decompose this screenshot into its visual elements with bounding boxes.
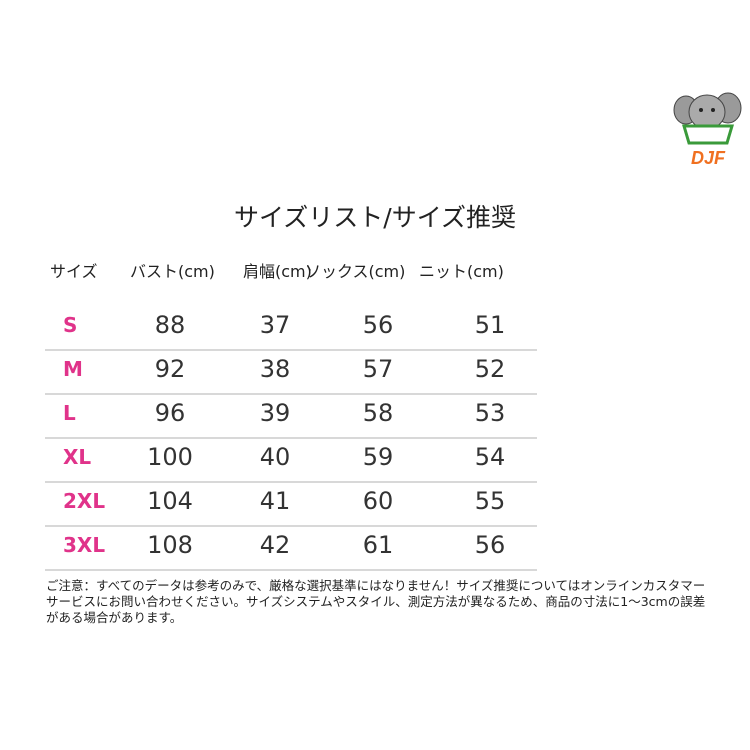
table-cell: 108 [147,531,193,559]
size-label: 2XL [63,489,106,513]
table-row: S 88 37 56 51 [45,305,537,351]
logo-text: DJF [691,148,726,168]
table-cell: 51 [474,311,506,339]
table-cell: 61 [362,531,394,559]
table-row: L 96 39 58 53 [45,393,537,439]
table-cell: 104 [147,487,193,515]
table-cell: 56 [362,311,394,339]
table-row: 3XL 108 42 61 56 [45,525,537,571]
table-cell: 59 [362,443,394,471]
table-cell: 42 [259,531,291,559]
table-cell: 38 [259,355,291,383]
table-cell: 40 [259,443,291,471]
table-cell: 57 [362,355,394,383]
page-title: サイズリスト/サイズ推奨 [234,203,516,232]
table-cell: 41 [259,487,291,515]
header-size: サイズ [50,262,98,281]
size-label: XL [63,445,92,469]
table-cell: 58 [362,399,394,427]
header-socks: ソックス(cm) [305,262,406,281]
table-row: M 92 38 57 52 [45,349,537,395]
table-cell: 53 [474,399,506,427]
table-cell: 88 [154,311,186,339]
table-cell: 92 [154,355,186,383]
djf-logo: DJF [672,88,744,168]
size-label: M [63,357,83,381]
table-row: XL 100 40 59 54 [45,437,537,483]
table-row: 2XL 104 41 60 55 [45,481,537,527]
size-label: L [63,401,76,425]
table-cell: 52 [474,355,506,383]
table-cell: 56 [474,531,506,559]
header-knit: ニット(cm) [419,262,504,281]
table-cell: 55 [474,487,506,515]
table-cell: 39 [259,399,291,427]
size-label: 3XL [63,533,106,557]
table-cell: 54 [474,443,506,471]
table-cell: 60 [362,487,394,515]
table-cell: 37 [259,311,291,339]
header-bust: バスト(cm) [130,262,215,281]
size-label: S [63,313,78,337]
header-shoulder: 肩幅(cm) [243,262,312,281]
table-cell: 100 [147,443,193,471]
table-cell: 96 [154,399,186,427]
disclaimer-note: ご注意：すべてのデータは参考のみで、厳格な選択基準にはなりません！サイズ推奨につ… [46,578,706,625]
